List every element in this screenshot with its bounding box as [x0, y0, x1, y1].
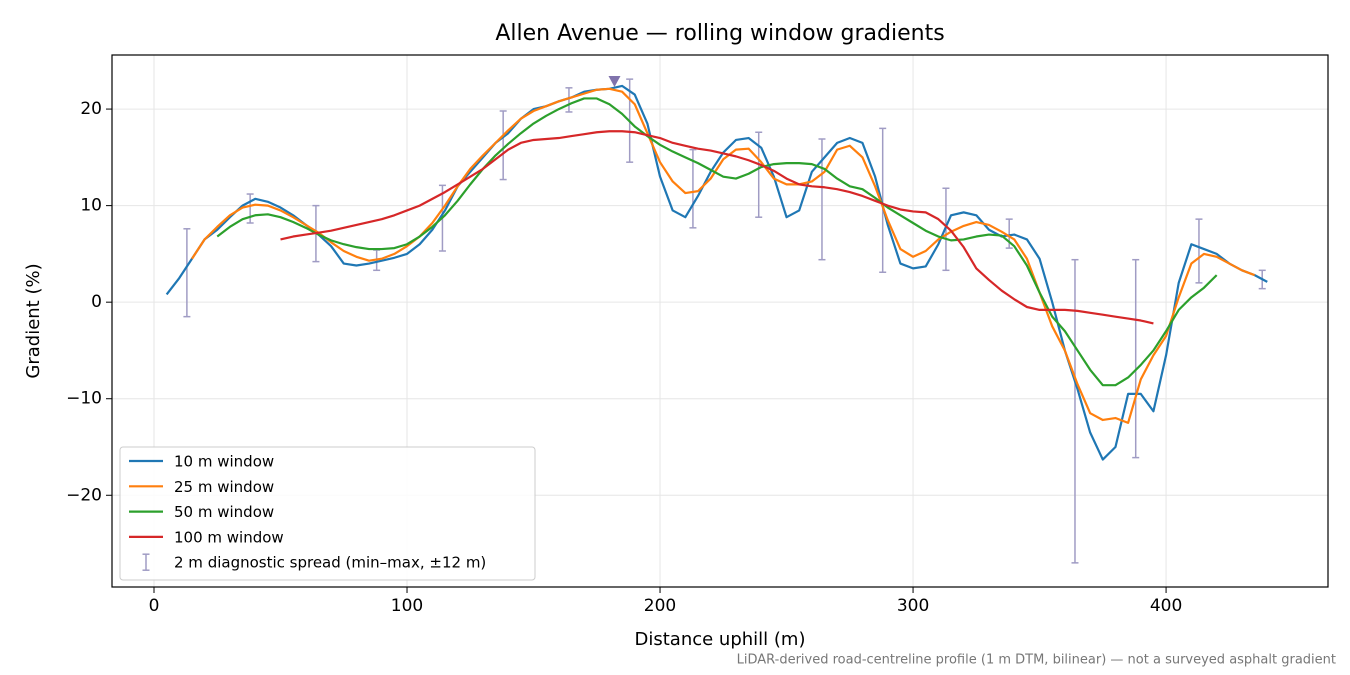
series-line — [280, 130, 1154, 325]
legend-box — [119, 446, 536, 581]
error-bar — [246, 193, 254, 224]
legend-label: 2 m diagnostic spread (min–max, ±12 m) — [174, 554, 486, 572]
y-tick-label: 0 — [91, 292, 102, 312]
legend-label: 100 m window — [174, 528, 284, 546]
axes-frame — [111, 54, 1329, 588]
axes: 0 100 200 300 400 −20 −10 0 10 20 — [66, 99, 1182, 616]
plot-area — [165, 76, 1268, 564]
error-bar — [1195, 218, 1203, 284]
legend-label: 10 m window — [174, 453, 274, 471]
y-tick-label: −10 — [66, 389, 102, 409]
series-line — [191, 87, 1256, 424]
legend: 10 m window 25 m window 50 m window 100 m w… — [119, 446, 536, 581]
y-tick-label: −20 — [66, 485, 102, 505]
legend-label: 25 m window — [174, 478, 274, 496]
x-tick-label: 300 — [897, 596, 929, 616]
error-bar — [499, 110, 507, 181]
peak-marker — [608, 76, 621, 88]
y-tick-label: 10 — [80, 196, 102, 216]
x-tick-label: 200 — [644, 596, 676, 616]
series-line — [165, 84, 1268, 461]
x-tick-label: 0 — [149, 596, 160, 616]
legend-label: 50 m window — [174, 503, 274, 521]
error-bar — [565, 87, 573, 113]
series-line — [216, 97, 1218, 387]
error-bar — [1132, 258, 1140, 459]
x-tick-label: 100 — [391, 596, 423, 616]
x-tick-label: 400 — [1150, 596, 1182, 616]
x-axis-label: Distance uphill (m) — [635, 629, 806, 650]
footnote: LiDAR-derived road-centreline profile (1… — [737, 653, 1336, 668]
error-bar — [689, 148, 697, 229]
error-bar — [183, 228, 191, 318]
y-axis-label: Gradient (%) — [23, 263, 44, 378]
chart-title: Allen Avenue — rolling window gradients — [495, 21, 944, 46]
error-bar — [879, 127, 887, 273]
y-tick-label: 20 — [80, 99, 102, 119]
